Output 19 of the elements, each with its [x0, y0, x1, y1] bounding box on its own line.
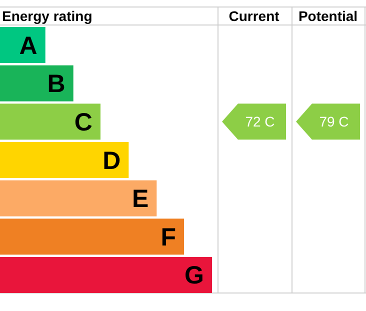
y-tick-label: B — [47, 70, 66, 98]
y-tick-label: C — [74, 108, 92, 136]
bar — [0, 180, 157, 216]
y-tick-label: G — [184, 262, 204, 290]
bar — [0, 256, 212, 293]
chart-title: Energy rating — [2, 8, 92, 24]
text: Current — [228, 8, 280, 24]
text: 79 C — [319, 114, 349, 130]
y-tick-label: F — [160, 223, 176, 252]
y-tick-label: A — [19, 32, 38, 60]
text: Potential — [298, 8, 358, 24]
bar — [0, 142, 129, 178]
bar — [0, 104, 100, 140]
y-tick-label: D — [102, 146, 121, 175]
bar — [0, 65, 74, 102]
bar — [0, 27, 46, 64]
text: 72 C — [245, 114, 275, 130]
bar — [0, 218, 184, 255]
y-tick-label: E — [132, 185, 149, 214]
